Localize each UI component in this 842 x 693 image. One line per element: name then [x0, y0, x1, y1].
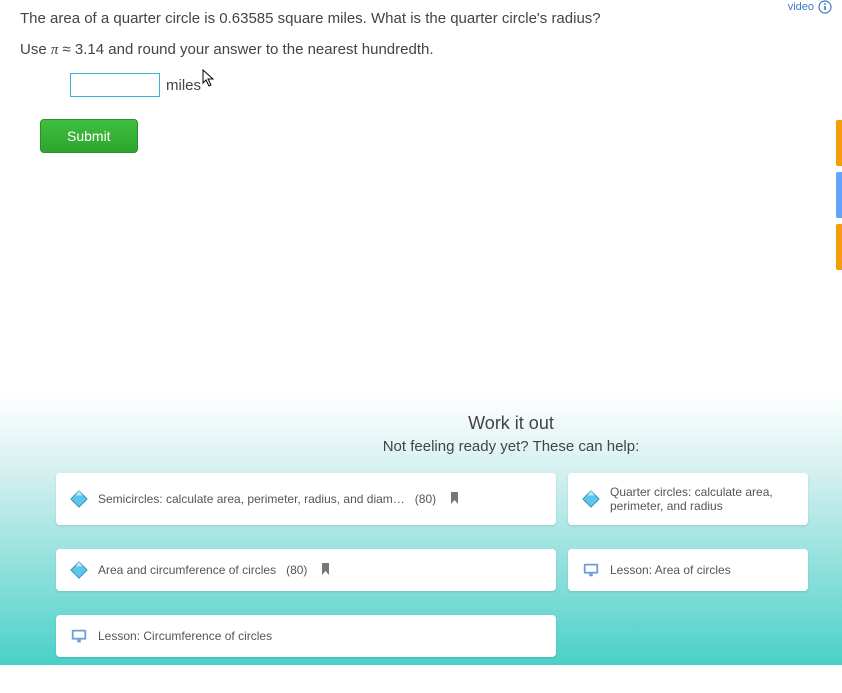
card-quarter-circles[interactable]: Quarter circles: calculate area, perimet…	[568, 473, 808, 525]
video-link[interactable]: video	[788, 0, 832, 14]
answer-input[interactable]	[70, 73, 160, 97]
lesson-icon	[582, 561, 600, 579]
bookmark-icon	[450, 492, 459, 507]
instruction-prefix: Use	[20, 41, 51, 58]
diamond-icon	[70, 490, 88, 508]
unit-label: miles	[166, 77, 201, 94]
help-cards: Semicircles: calculate area, perimeter, …	[0, 473, 842, 693]
card-label: Lesson: Circumference of circles	[98, 629, 272, 643]
card-area-circumference[interactable]: Area and circumference of circles (80)	[56, 549, 556, 591]
work-subtitle: Not feeling ready yet? These can help:	[0, 438, 842, 455]
work-it-out-section: Work it out Not feeling ready yet? These…	[0, 395, 842, 665]
card-lesson-circumference[interactable]: Lesson: Circumference of circles	[56, 615, 556, 657]
question-area: The area of a quarter circle is 0.63585 …	[0, 0, 842, 153]
side-strip[interactable]	[836, 224, 842, 270]
side-strip[interactable]	[836, 172, 842, 218]
question-instruction: Use π ≈ 3.14 and round your answer to th…	[20, 41, 822, 59]
answer-row: miles	[70, 73, 822, 97]
diamond-icon	[70, 561, 88, 579]
card-label: Lesson: Area of circles	[610, 563, 731, 577]
work-title: Work it out	[0, 413, 842, 434]
bookmark-icon	[321, 563, 330, 578]
submit-button[interactable]: Submit	[40, 119, 138, 153]
card-lesson-area[interactable]: Lesson: Area of circles	[568, 549, 808, 591]
card-score: (80)	[286, 563, 307, 577]
question-text: The area of a quarter circle is 0.63585 …	[20, 10, 822, 27]
card-score: (80)	[415, 492, 436, 506]
side-strip[interactable]	[836, 120, 842, 166]
card-label: Semicircles: calculate area, perimeter, …	[98, 492, 405, 506]
diamond-icon	[582, 490, 600, 508]
video-link-text: video	[788, 1, 814, 13]
info-icon	[818, 0, 832, 14]
lesson-icon	[70, 627, 88, 645]
card-label: Quarter circles: calculate area, perimet…	[610, 485, 794, 513]
card-label: Area and circumference of circles	[98, 563, 276, 577]
instruction-rest: ≈ 3.14 and round your answer to the near…	[58, 41, 433, 58]
cursor-icon	[202, 69, 216, 90]
side-strips	[836, 120, 842, 276]
card-semicircles[interactable]: Semicircles: calculate area, perimeter, …	[56, 473, 556, 525]
